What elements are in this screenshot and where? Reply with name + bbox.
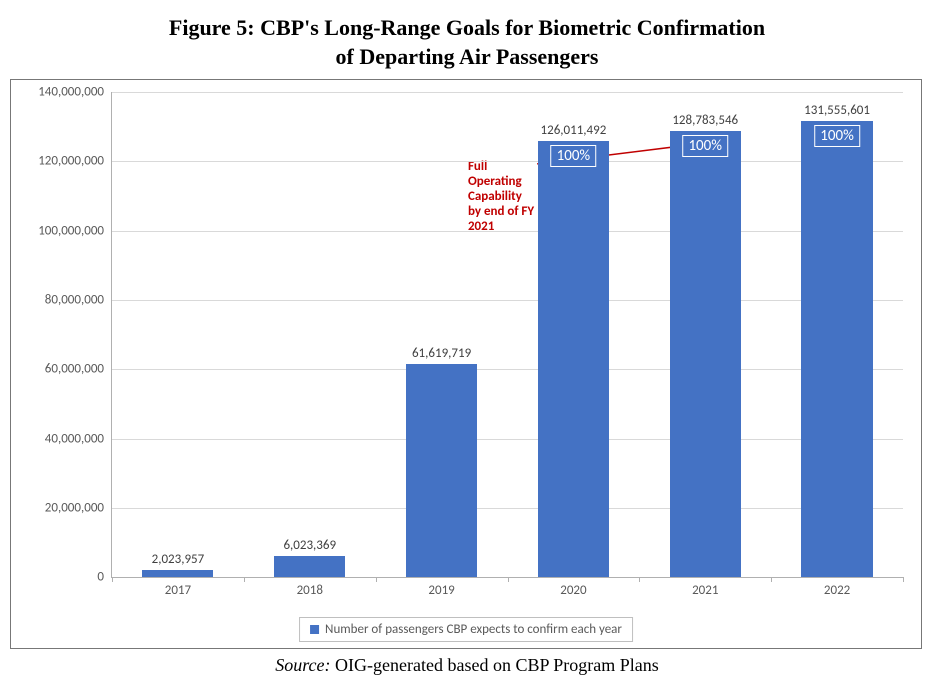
x-tick-mark xyxy=(639,577,640,582)
x-tick-mark xyxy=(244,577,245,582)
pct-badge: 100% xyxy=(551,145,597,167)
bar-group: 100%126,011,4922020 xyxy=(508,92,640,577)
x-tick-mark xyxy=(903,577,904,582)
source-text: OIG-generated based on CBP Program Plans xyxy=(331,655,659,675)
y-tick-label: 0 xyxy=(97,570,104,585)
bar-value-label: 2,023,957 xyxy=(86,552,271,567)
y-tick-label: 60,000,000 xyxy=(45,362,104,377)
x-tick-mark xyxy=(508,577,509,582)
y-tick-label: 140,000,000 xyxy=(38,85,104,100)
x-tick-label: 2017 xyxy=(112,583,244,598)
pct-badge: 100% xyxy=(682,135,728,157)
x-tick-label: 2021 xyxy=(639,583,771,598)
x-tick-mark xyxy=(376,577,377,582)
bar-group: 6,023,3692018 xyxy=(244,92,376,577)
bar-group: 100%128,783,5462021 xyxy=(639,92,771,577)
legend-label: Number of passengers CBP expects to conf… xyxy=(325,622,622,637)
bar-group: 2,023,9572017 xyxy=(112,92,244,577)
y-tick-label: 40,000,000 xyxy=(45,431,104,446)
legend: Number of passengers CBP expects to conf… xyxy=(299,617,633,642)
y-tick-label: 100,000,000 xyxy=(38,223,104,238)
figure-title-line1: Figure 5: CBP's Long-Range Goals for Bio… xyxy=(169,15,765,40)
x-tick-label: 2018 xyxy=(244,583,376,598)
source-label: Source: xyxy=(275,655,330,675)
figure-title: Figure 5: CBP's Long-Range Goals for Bio… xyxy=(10,14,924,71)
y-tick-label: 80,000,000 xyxy=(45,293,104,308)
bar xyxy=(406,364,477,577)
x-tick-label: 2020 xyxy=(508,583,640,598)
plot-area: Full Operating Capability by end of FY 2… xyxy=(111,92,903,578)
bar xyxy=(142,570,213,577)
x-tick-mark xyxy=(112,577,113,582)
bar-value-label: 6,023,369 xyxy=(217,538,402,553)
x-tick-mark xyxy=(771,577,772,582)
y-tick-label: 120,000,000 xyxy=(38,154,104,169)
bar-group: 61,619,7192019 xyxy=(376,92,508,577)
bar: 100% xyxy=(670,131,741,577)
pct-badge: 100% xyxy=(814,125,860,147)
x-tick-label: 2019 xyxy=(376,583,508,598)
y-tick-label: 20,000,000 xyxy=(45,500,104,515)
chart-container: Full Operating Capability by end of FY 2… xyxy=(10,79,922,649)
legend-swatch xyxy=(310,625,319,634)
figure-title-line2: of Departing Air Passengers xyxy=(336,44,599,69)
bar: 100% xyxy=(801,121,872,577)
bar-value-label: 131,555,601 xyxy=(745,103,930,118)
x-tick-label: 2022 xyxy=(771,583,903,598)
source-line: Source: OIG-generated based on CBP Progr… xyxy=(10,655,924,676)
bar-value-label: 61,619,719 xyxy=(349,346,534,361)
bar-group: 100%131,555,6012022 xyxy=(771,92,903,577)
bar: 100% xyxy=(538,141,609,578)
bar xyxy=(274,556,345,577)
